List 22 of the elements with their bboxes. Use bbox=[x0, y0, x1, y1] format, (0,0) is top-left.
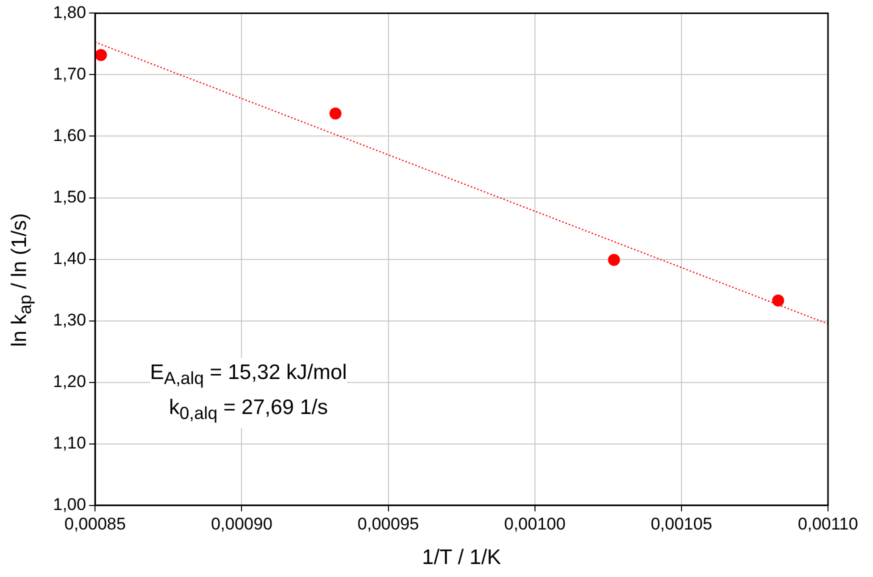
y-tick-label: 1,10 bbox=[52, 434, 86, 453]
y-tick-label: 1,70 bbox=[52, 64, 86, 84]
y-tick-label: 1,60 bbox=[52, 126, 86, 145]
annotation: E$_{A,alq}$ = 15,32 kJ/mol bbox=[150, 360, 347, 390]
x-tick-label: 0,00090 bbox=[210, 514, 272, 534]
annotation: k$_{0,alq}$ = 27,69 1/s bbox=[168, 395, 329, 426]
y-tick-label: 1,00 bbox=[52, 495, 86, 514]
y-tick-label: 1,80 bbox=[52, 2, 86, 22]
x-axis-title: 1/T / 1/K bbox=[422, 546, 502, 570]
x-tick-label: 0,00100 bbox=[504, 514, 566, 534]
y-tick-label: 1,40 bbox=[52, 248, 86, 268]
x-tick-label: 0,00105 bbox=[650, 514, 712, 534]
y-tick-label: 1,30 bbox=[52, 310, 86, 330]
point bbox=[329, 107, 342, 120]
point bbox=[772, 294, 784, 307]
x-tick-label: 0,00085 bbox=[64, 514, 126, 534]
point bbox=[95, 49, 107, 62]
point bbox=[608, 254, 620, 266]
x-tick-label: 0,00095 bbox=[358, 514, 419, 534]
x-tick-label: 0,00110 bbox=[798, 514, 858, 534]
y-tick-label: 1,50 bbox=[52, 187, 86, 206]
y-tick-label: 1,20 bbox=[52, 372, 86, 392]
